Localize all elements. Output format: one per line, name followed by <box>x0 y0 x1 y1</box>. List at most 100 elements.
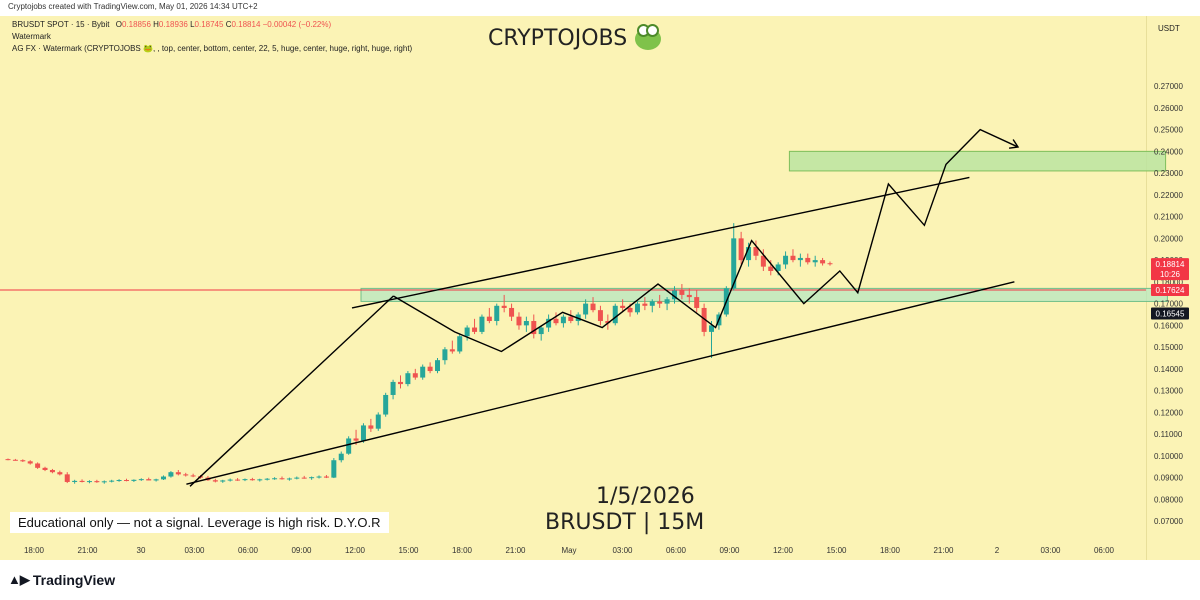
candle-body <box>494 305 500 322</box>
candle-body <box>79 480 85 482</box>
countdown-text: 10:26 <box>1160 270 1181 279</box>
price-tick-label: 0.16000 <box>1154 321 1183 330</box>
candle <box>12 458 18 461</box>
candle-body <box>242 479 248 481</box>
candle <box>383 392 389 417</box>
candle-body <box>649 301 655 306</box>
candle <box>138 478 144 481</box>
ohlc-open-label: O <box>115 20 122 29</box>
current-price-badge-text: 0.18814 <box>1156 260 1185 269</box>
indicator-legend[interactable]: AG FX · Watermark (CRYPTOJOBS 🐸, , top, … <box>12 44 413 53</box>
candle-body <box>731 238 737 289</box>
ohlc-high-label: H <box>153 20 159 29</box>
candle <box>597 305 603 326</box>
candle <box>397 375 403 389</box>
candle <box>657 294 663 308</box>
candle-body <box>657 301 663 304</box>
candle <box>146 477 152 481</box>
target-zone <box>788 150 1167 172</box>
candle-body <box>479 316 485 332</box>
price-tick-label: 0.12000 <box>1154 408 1183 417</box>
candle-body <box>123 480 129 482</box>
candle <box>131 479 137 482</box>
candle <box>294 476 300 480</box>
tradingview-logo[interactable]: ▲▶ TradingView <box>8 572 115 588</box>
symbol-legend[interactable]: BRUSDT SPOT · 15 · Bybit O0.18856 H0.189… <box>12 20 331 29</box>
candle <box>161 475 167 481</box>
candle <box>257 478 263 482</box>
attribution-text: Cryptojobs created with TradingView.com,… <box>8 2 258 11</box>
candle-body <box>264 478 270 480</box>
price-tick-label: 0.10000 <box>1154 452 1183 461</box>
candle <box>212 478 218 483</box>
price-tick-label: 0.21000 <box>1154 213 1183 222</box>
candle-body <box>783 255 789 265</box>
candle-body <box>35 463 41 468</box>
candle-body <box>227 479 233 481</box>
candle <box>435 357 441 374</box>
price-tick-label: 0.25000 <box>1154 126 1183 135</box>
candle <box>760 249 766 271</box>
candle <box>679 284 685 300</box>
candle <box>427 362 433 374</box>
left-trendline <box>189 295 394 487</box>
candle <box>279 476 285 480</box>
candle-body <box>701 307 707 332</box>
watermark-pair: BRUSDT | 15M <box>545 510 705 535</box>
candle-body <box>538 327 544 335</box>
candle <box>649 299 655 313</box>
candle <box>790 249 796 263</box>
candle-body <box>775 264 781 271</box>
time-tick-label: 12:00 <box>773 546 794 555</box>
candle-body <box>161 476 167 480</box>
candle <box>494 303 500 326</box>
candle <box>272 477 278 480</box>
candles-group <box>5 223 833 484</box>
candle-body <box>568 316 574 322</box>
watermark-title: CRYPTOJOBS <box>488 23 662 51</box>
candle <box>190 473 196 478</box>
candle <box>805 253 811 265</box>
candle-body <box>27 461 33 464</box>
candle <box>553 312 559 326</box>
candle-body <box>138 479 144 481</box>
candle-body <box>57 472 63 475</box>
candle <box>168 471 174 478</box>
candle <box>501 294 507 313</box>
candle-body <box>486 316 492 322</box>
candle <box>101 480 107 484</box>
candle <box>35 462 41 469</box>
candle <box>605 314 611 330</box>
current-price-badge-bg <box>1151 258 1189 281</box>
candle-body <box>146 479 152 481</box>
candle-body <box>442 349 448 361</box>
price-tick-label: 0.18000 <box>1154 278 1183 287</box>
candle-body <box>316 476 322 478</box>
candle <box>538 325 544 341</box>
candle <box>20 459 26 462</box>
level-dark-badge-bg <box>1151 307 1189 320</box>
candle <box>568 310 574 324</box>
candle <box>286 477 292 481</box>
candle-body <box>435 360 441 372</box>
candle-body <box>642 303 648 306</box>
candle-body <box>612 305 618 324</box>
candle <box>72 479 78 484</box>
candle-body <box>397 381 403 385</box>
time-tick-label: 30 <box>137 546 146 555</box>
price-tick-label: 0.22000 <box>1154 191 1183 200</box>
price-tick-label: 0.24000 <box>1154 147 1183 156</box>
candle <box>590 297 596 313</box>
candle <box>220 479 226 483</box>
watermark-indicator-label[interactable]: Watermark <box>12 32 51 41</box>
candle-body <box>405 373 411 385</box>
candle-body <box>390 381 396 395</box>
candle-body <box>235 479 241 481</box>
candle-body <box>94 481 100 483</box>
candle <box>346 436 352 455</box>
time-tick-label: 15:00 <box>398 546 419 555</box>
candle-body <box>671 290 677 300</box>
candle-body <box>190 475 196 477</box>
candle <box>183 472 189 477</box>
candle <box>412 368 418 380</box>
